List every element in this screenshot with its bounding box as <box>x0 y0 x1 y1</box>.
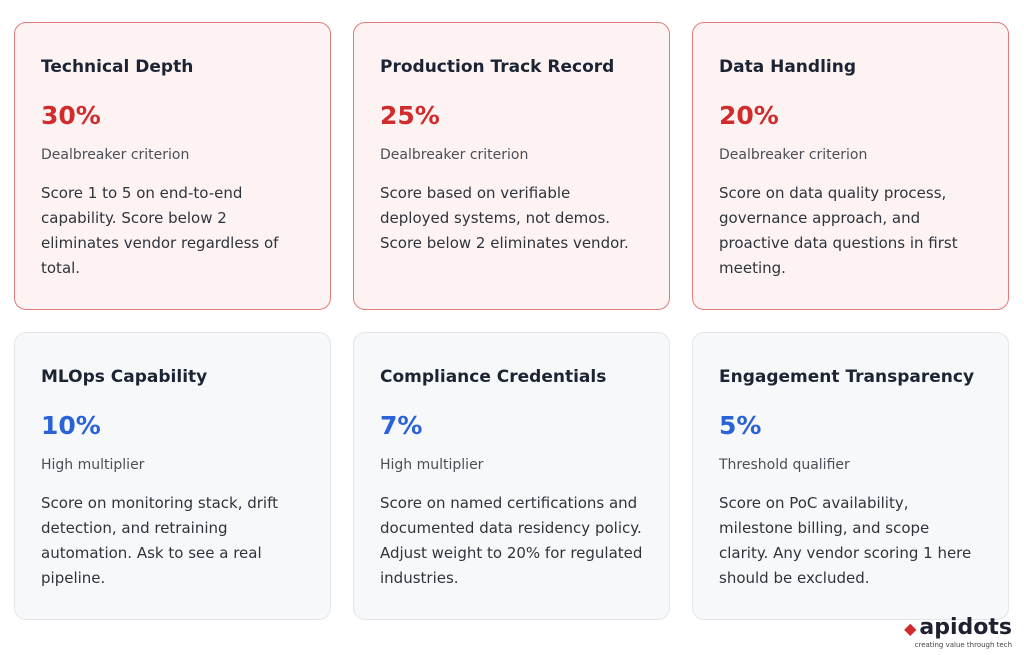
logo-tagline: creating value through tech <box>914 641 1012 649</box>
card-tag: Threshold qualifier <box>719 457 850 473</box>
card-description: Score on data quality process, governanc… <box>719 184 958 277</box>
card: Production Track Record 25% Dealbreaker cr… <box>353 22 670 310</box>
card-description: Score on PoC availability, milestone bil… <box>719 494 972 587</box>
card-tag: Dealbreaker criterion <box>41 147 190 163</box>
card: Engagement Transparency 5% Threshold quali… <box>692 332 1009 620</box>
card: Compliance Credentials 7% High multiplier S… <box>353 332 670 620</box>
card-title: Data Handling <box>719 57 856 77</box>
card-title: Compliance Credentials <box>380 367 607 387</box>
card-title: MLOps Capability <box>41 367 208 387</box>
logo-name: apidots <box>904 616 1012 641</box>
card-tag: High multiplier <box>41 457 145 473</box>
card: MLOps Capability 10% High multiplier Score … <box>14 332 331 620</box>
card-tag: Dealbreaker criterion <box>380 147 529 163</box>
card: Technical Depth 30% Dealbreaker criterion S… <box>14 22 331 310</box>
card-title: Technical Depth <box>41 57 194 77</box>
card-tag: Dealbreaker criterion <box>719 147 868 163</box>
card-description: Score 1 to 5 on end-to-end capability. S… <box>41 184 279 277</box>
card-weight: 30% <box>41 101 101 130</box>
card-description: Score on named certifications and docume… <box>380 494 643 587</box>
card-title: Production Track Record <box>380 57 615 77</box>
card-tag: High multiplier <box>380 457 484 473</box>
card-title: Engagement Transparency <box>719 367 975 387</box>
card-weight: 20% <box>719 101 779 130</box>
card-grid: Technical Depth 30% Dealbreaker criterion S… <box>14 22 1009 620</box>
card-weight: 25% <box>380 101 440 130</box>
card-description: Score based on verifiable deployed syste… <box>380 184 629 252</box>
card-weight: 10% <box>41 411 101 440</box>
card-description: Score on monitoring stack, drift detecti… <box>41 494 278 587</box>
card-weight: 5% <box>719 411 762 440</box>
logo: apidots creating value through tech <box>904 616 1012 650</box>
card-weight: 7% <box>380 411 423 440</box>
card: Data Handling 20% Dealbreaker criterion Sco… <box>692 22 1009 310</box>
